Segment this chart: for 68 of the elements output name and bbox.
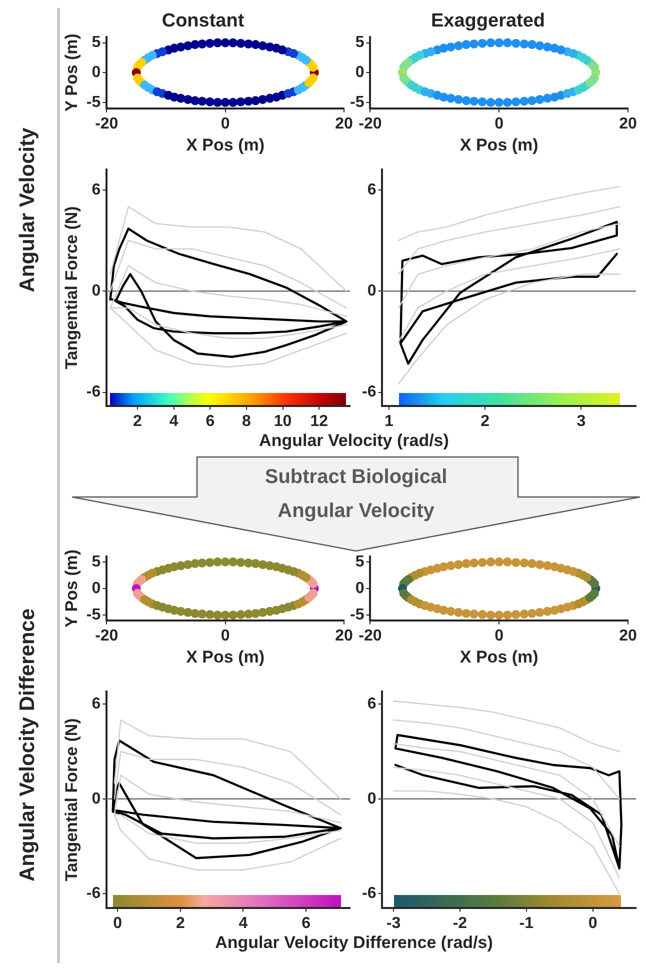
- y-tick-label: 5: [92, 553, 101, 570]
- x-axis-title: X Pos (m): [186, 135, 265, 154]
- x-tick-label: 20: [619, 115, 637, 132]
- y-tick-label: -5: [86, 606, 101, 624]
- x-tick-label: 6: [302, 914, 311, 932]
- x-tick-label: 0: [494, 115, 504, 132]
- chart-title: Exaggerated: [430, 10, 546, 32]
- text: Subtract Biological Angular Velocity: [264, 465, 448, 524]
- y-tick-label: 6: [92, 181, 101, 198]
- y-tick-label: 6: [367, 696, 376, 713]
- y-tick-label: -6: [86, 384, 101, 401]
- y-tick-label: -5: [350, 606, 364, 624]
- y-axis-title: Y Pos (m): [62, 34, 81, 112]
- x-axis-title: Angular Velocity Difference (rad/s): [214, 933, 494, 953]
- y-tick-label: -6: [86, 885, 101, 902]
- x-tick-label: 4: [238, 914, 248, 932]
- x-tick-label: 0: [588, 914, 598, 932]
- x-tick-label: 2: [133, 412, 142, 430]
- y-tick-label: -5: [86, 94, 101, 111]
- x-tick-label: 0: [220, 115, 230, 132]
- x-tick-label: -20: [95, 627, 118, 644]
- x-tick-label: 3: [576, 412, 586, 430]
- y-axis-title: Y Pos (m): [62, 549, 81, 628]
- x-tick-label: 2: [176, 914, 185, 932]
- x-tick-label: 1: [384, 412, 394, 430]
- x-tick-label: -1: [519, 914, 534, 932]
- y-tick-label: 6: [367, 181, 376, 198]
- x-tick-label: -2: [452, 914, 468, 932]
- x-axis-title: X Pos (m): [460, 135, 538, 154]
- y-tick-label: 0: [92, 790, 101, 808]
- y-tick-label: 0: [92, 64, 101, 82]
- y-axis-title: Tangential Force (N): [62, 718, 81, 882]
- chart-title: Constant: [162, 10, 245, 32]
- y-tick-label: 0: [355, 580, 364, 597]
- x-tick-label: 8: [242, 412, 252, 430]
- y-tick-label: 6: [92, 696, 101, 713]
- x-axis-title: X Pos (m): [186, 647, 265, 666]
- x-tick-label: -20: [95, 115, 118, 132]
- x-tick-label: 12: [310, 412, 328, 430]
- x-axis-title: X Pos (m): [460, 647, 538, 666]
- y-tick-label: 0: [367, 790, 376, 808]
- y-tick-label: 5: [355, 553, 364, 570]
- x-tick-label: -3: [386, 914, 401, 932]
- x-axis-title: Angular Velocity (rad/s): [258, 431, 450, 451]
- y-tick-label: 0: [92, 282, 101, 300]
- x-tick-label: 10: [274, 412, 292, 430]
- y-tick-label: -5: [350, 94, 364, 111]
- y-tick-label: 0: [355, 64, 364, 82]
- y-tick-label: -6: [362, 384, 376, 401]
- y-axis-title: Tangential Force (N): [62, 206, 81, 370]
- x-tick-label: 20: [619, 627, 637, 644]
- y-tick-label: 5: [92, 34, 101, 52]
- y-tick-label: 0: [367, 282, 376, 300]
- y-tick-label: 0: [92, 580, 101, 597]
- text: Angular Velocity: [16, 128, 40, 292]
- text: Angular Velocity Difference: [16, 608, 40, 882]
- y-tick-label: -6: [362, 885, 376, 902]
- x-tick-label: -20: [358, 627, 382, 644]
- x-tick-label: 4: [169, 412, 178, 430]
- x-tick-label: 2: [480, 412, 490, 430]
- y-tick-label: 5: [355, 34, 364, 52]
- x-tick-label: 0: [494, 627, 504, 644]
- x-tick-label: 0: [220, 627, 230, 644]
- x-tick-label: 0: [113, 914, 122, 932]
- x-tick-label: 6: [206, 412, 215, 430]
- x-tick-label: 20: [335, 627, 353, 644]
- x-tick-label: -20: [358, 115, 382, 132]
- x-tick-label: 20: [335, 115, 353, 132]
